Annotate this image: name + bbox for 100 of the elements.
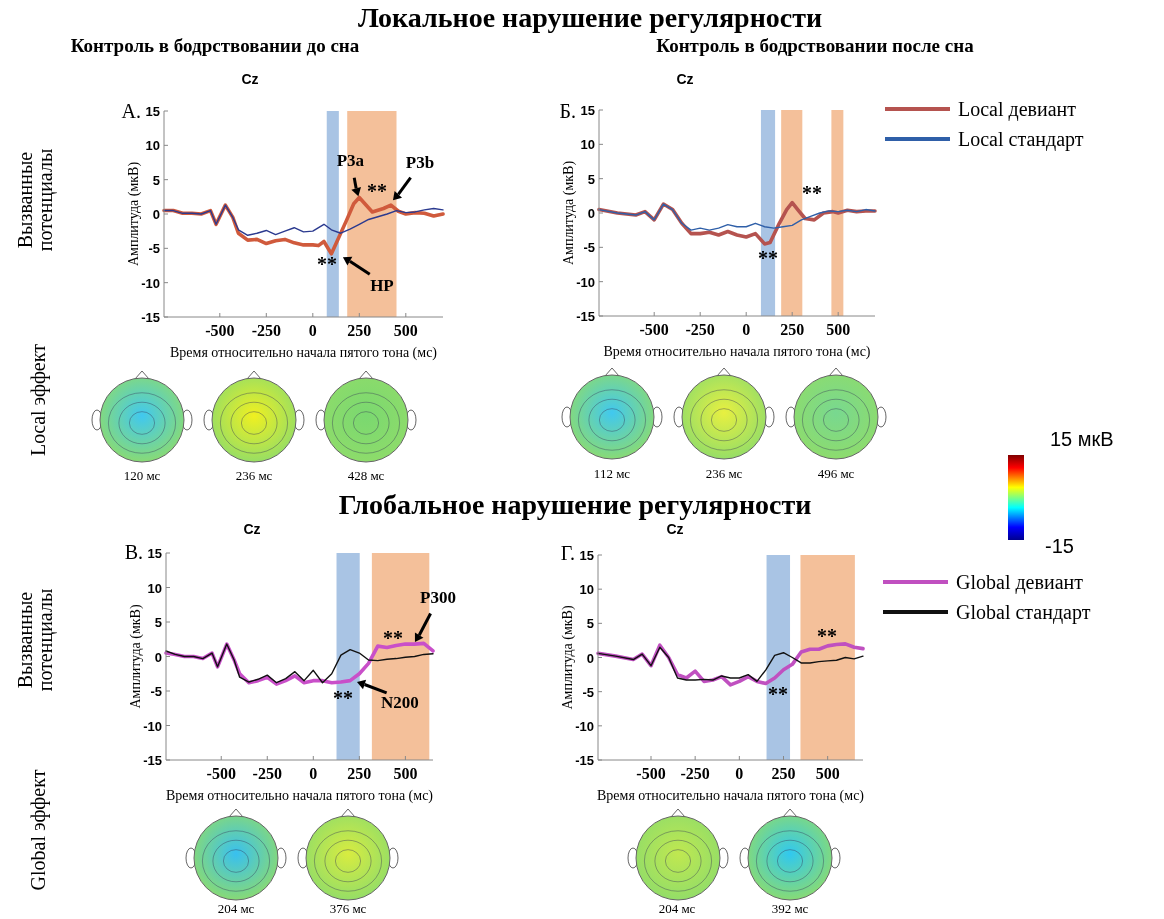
x-tick-label: 0	[308, 322, 317, 339]
y-tick-label: 5	[152, 172, 160, 188]
legend-label: Global стандарт	[956, 601, 1091, 624]
y-tick-label: -10	[141, 275, 160, 291]
text: 428 мс	[347, 468, 385, 483]
annotation: **	[802, 182, 822, 204]
text: Локальное нарушение регулярности	[357, 2, 823, 33]
text: Local эффект	[27, 343, 50, 456]
x-tick-label: 500	[393, 322, 418, 339]
y-tick-label: 0	[587, 206, 595, 221]
y-tick-label: 15	[145, 104, 160, 119]
text: Г.	[560, 542, 575, 564]
y-tick-label: -15	[575, 753, 594, 768]
text: 236 мс	[705, 466, 743, 481]
x-tick-label: -250	[252, 765, 282, 782]
annotation: **	[333, 687, 353, 709]
y-tick-label: 10	[580, 137, 595, 153]
text: 204 мс	[658, 901, 696, 916]
x-tick-label: 0	[742, 321, 751, 338]
legend-label: Local девиант	[958, 98, 1077, 121]
y-tick-label: 10	[579, 582, 594, 598]
y-tick-label: 0	[152, 207, 160, 222]
y-tick-label: 15	[580, 103, 595, 118]
y-tick-label: -5	[148, 241, 160, 257]
annotation: P3a	[336, 151, 365, 171]
y-tick-label: -5	[583, 240, 595, 256]
x-tick-label: 500	[815, 765, 840, 782]
y-tick-label: 15	[147, 546, 162, 561]
chart-subtitle: Контроль в бодрствовании после сна	[656, 35, 975, 56]
annotation: **	[383, 627, 403, 649]
y-axis-title: Амплитуда (мкВ)	[560, 605, 576, 710]
annotation: P3b	[405, 153, 435, 173]
x-tick-label: -250	[680, 765, 710, 782]
x-tick-label: -250	[685, 321, 715, 338]
text: 236 мс	[235, 468, 273, 483]
text: А.	[121, 100, 141, 122]
y-tick-label: 0	[586, 650, 594, 666]
y-tick-label: -10	[143, 718, 162, 734]
text: Cz	[241, 71, 259, 87]
annotation: N200	[381, 693, 419, 713]
y-axis-title: Амплитуда (мкВ)	[561, 160, 577, 266]
x-tick-label: 250	[780, 321, 805, 338]
x-tick-label: -500	[206, 765, 236, 782]
text: 392 мс	[771, 901, 809, 916]
text: Cz	[676, 71, 694, 87]
chart-subtitle: Контроль в бодрствовании до сна	[70, 35, 360, 56]
text: 204 мс	[217, 901, 255, 916]
x-tick-label: 250	[347, 765, 372, 782]
x-tick-label: -500	[205, 322, 235, 339]
text: Глобальное нарушение регулярности	[338, 489, 812, 520]
text: 15 мкВ	[1050, 428, 1114, 450]
y-tick-label: 5	[587, 171, 595, 187]
text: -15	[1045, 535, 1074, 557]
y-tick-label: 5	[586, 616, 594, 632]
annotation: **	[367, 180, 387, 202]
y-tick-label: -15	[141, 310, 160, 325]
x-tick-label: 250	[347, 322, 372, 339]
annotation: HP	[370, 276, 394, 296]
x-axis-title: Время относительно начала пятого тона (мс)	[169, 345, 438, 361]
text: Вызванные потенциалы	[14, 148, 57, 252]
text: Вызванные потенциалы	[14, 588, 57, 692]
x-tick-label: 500	[826, 321, 851, 338]
y-tick-label: -5	[150, 684, 162, 699]
legend-label: Global девиант	[956, 571, 1084, 594]
text: 120 мс	[123, 468, 161, 483]
x-tick-label: 0	[309, 765, 318, 782]
y-tick-label: 10	[147, 580, 162, 596]
text: 496 мс	[817, 466, 855, 481]
text: Cz	[243, 521, 261, 537]
text: В.	[124, 541, 143, 563]
x-tick-label: 0	[735, 765, 744, 782]
y-axis-title: Амплитуда (мкВ)	[128, 604, 144, 709]
x-axis-title: Время относительно начала пятого тона (мс)	[596, 788, 865, 804]
x-tick-label: -500	[636, 765, 666, 782]
annotation: **	[758, 247, 778, 269]
annotation: **	[817, 625, 837, 647]
x-tick-label: 500	[393, 765, 418, 782]
y-tick-label: 0	[154, 649, 162, 665]
annotation: **	[317, 253, 337, 275]
y-tick-label: -5	[582, 684, 594, 700]
x-axis-title: Время относительно начала пятого тона (мс)	[165, 788, 434, 804]
annotation: P300	[420, 588, 456, 608]
x-tick-label: 250	[771, 765, 796, 782]
line-series	[163, 204, 444, 236]
y-tick-label: -10	[576, 274, 595, 290]
text: Cz	[666, 521, 684, 537]
y-tick-label: -15	[143, 753, 162, 768]
y-tick-label: 15	[579, 548, 594, 563]
text: 376 мс	[329, 901, 367, 916]
y-tick-label: -15	[576, 309, 595, 324]
y-axis-title: Амплитуда (мкВ)	[126, 161, 142, 267]
line-series	[598, 203, 876, 231]
y-tick-label: 10	[145, 138, 160, 154]
text: Б.	[559, 100, 576, 122]
x-axis-title: Время относительно начала пятого тона (мс)	[603, 344, 871, 360]
x-tick-label: -500	[639, 321, 669, 338]
text: Global эффект	[27, 769, 50, 891]
x-tick-label: -250	[251, 322, 281, 339]
legend-label: Local стандарт	[958, 128, 1084, 151]
y-tick-label: 5	[154, 615, 162, 630]
